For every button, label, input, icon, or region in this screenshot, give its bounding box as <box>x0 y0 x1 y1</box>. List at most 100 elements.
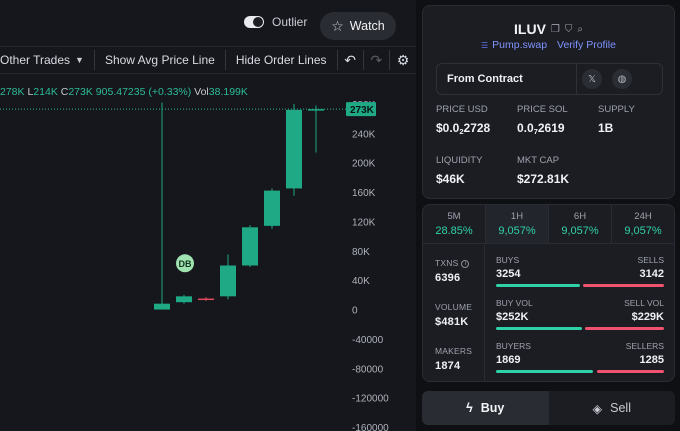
candle-body <box>286 109 302 189</box>
candle-body <box>154 303 170 310</box>
buy-sell-volume-row: BUY VOL SELL VOL $252K $229K <box>496 298 664 330</box>
contract-row: From Contract 𝕏 ◍ <box>436 63 663 95</box>
tab-5m[interactable]: 5M 28.85% <box>423 205 486 243</box>
sell-tab[interactable]: ◈ Sell <box>592 401 631 416</box>
buy-sell-ratio-bar <box>496 327 664 330</box>
toggle-switch-icon[interactable] <box>244 16 264 28</box>
ohlc-legend: 278K L214K C273K 905.47235 (+0.33%) Vol3… <box>0 86 248 98</box>
tab-1h[interactable]: 1H 9,057% <box>486 205 549 243</box>
stat-supply: SUPPLY 1B <box>598 104 635 135</box>
chart-topbar: Outlier ☆ Watch <box>0 4 416 44</box>
dex-link[interactable]: ☰ Pump.swap <box>481 39 547 51</box>
activity-totals: TXNS i 6396 VOLUME $481K MAKERS 1874 <box>423 245 485 381</box>
stat-label: MKT CAP <box>517 155 560 166</box>
y-axis-tick-label: 200K <box>352 159 376 170</box>
undo-button[interactable]: ↶ <box>338 50 364 70</box>
stat-value: $46K <box>436 172 465 186</box>
buy-sell-ratio-bar <box>496 284 664 287</box>
y-axis-tick-label: -120000 <box>352 394 389 405</box>
verify-profile-link[interactable]: Verify Profile <box>557 39 616 51</box>
price-chart[interactable]: 280K240K200K160K120K80K40K0-40000-80000-… <box>0 78 416 431</box>
token-symbol: ILUV <box>514 21 546 37</box>
current-price-label: 273K <box>350 105 375 116</box>
candle-body <box>308 109 324 111</box>
candle-body <box>198 298 214 301</box>
tab-6h[interactable]: 6H 9,057% <box>549 205 612 243</box>
ohlc-low: 214K <box>33 86 58 98</box>
chart-panel: Outlier ☆ Watch Other Trades ▼ Show Avg … <box>0 4 416 431</box>
hide-order-lines-label: Hide Order Lines <box>235 53 327 67</box>
token-info-card: ILUV ❐ ⛉ ⌕ ☰ Pump.swap Verify Profile Fr… <box>422 5 675 199</box>
watch-button[interactable]: ☆ Watch <box>320 12 396 40</box>
y-axis-tick-label: 240K <box>352 129 376 140</box>
stat-label: LIQUIDITY <box>436 155 483 166</box>
candle-body <box>264 190 280 226</box>
chevron-down-icon: ▼ <box>75 55 84 65</box>
ohlc-high: 278K <box>0 86 25 98</box>
activity-card: 5M 28.85% 1H 9,057% 6H 9,057% 24H 9,057%… <box>422 204 675 382</box>
outlier-label: Outlier <box>272 15 308 29</box>
chart-toolbar: Other Trades ▼ Show Avg Price Line Hide … <box>0 46 416 74</box>
gear-icon: ⚙ <box>396 51 410 68</box>
y-axis-tick-label: -40000 <box>352 335 384 346</box>
y-axis-tick-label: 80K <box>352 247 370 258</box>
copy-icon[interactable]: ❐ <box>550 23 560 35</box>
buy-tab[interactable]: ϟ Buy <box>422 391 549 425</box>
token-source: ☰ Pump.swap Verify Profile <box>423 39 674 51</box>
buys-sells-row: BUYS SELLS 3254 3142 <box>496 255 664 287</box>
shield-icon[interactable]: ⛉ <box>564 23 573 35</box>
timeframe-tabs: 5M 28.85% 1H 9,057% 6H 9,057% 24H 9,057% <box>423 205 674 244</box>
y-axis-tick-label: 160K <box>352 188 376 199</box>
from-contract-button[interactable]: From Contract <box>437 64 577 94</box>
makers-stat: MAKERS 1874 <box>435 346 473 372</box>
settings-button[interactable]: ⚙ <box>390 50 416 70</box>
stat-value: $272.81K <box>517 172 570 186</box>
y-axis-tick-label: -160000 <box>352 423 389 431</box>
redo-button[interactable]: ↷ <box>364 50 390 70</box>
show-avg-price-line-label: Show Avg Price Line <box>104 53 215 67</box>
candle-body <box>220 265 236 297</box>
website-button[interactable]: ◍ <box>607 64 637 94</box>
stat-label: PRICE SOL <box>517 104 568 115</box>
outlier-toggle[interactable]: Outlier <box>244 15 307 29</box>
db-marker-label: DB <box>179 259 192 269</box>
hide-order-lines-button[interactable]: Hide Order Lines <box>226 50 338 70</box>
ohlc-close: 273K <box>68 86 93 98</box>
show-avg-price-line-button[interactable]: Show Avg Price Line <box>95 50 226 70</box>
tab-24h[interactable]: 24H 9,057% <box>624 211 662 237</box>
y-axis-tick-label: 0 <box>352 306 358 317</box>
stat-value: 1B <box>598 121 614 135</box>
buyers-sellers-row: BUYERS SELLERS 1869 1285 <box>496 341 664 373</box>
stat-label: SUPPLY <box>598 104 635 115</box>
y-axis-tick-label: -80000 <box>352 364 384 375</box>
ohlc-l-label: L <box>27 86 34 98</box>
stat-price-sol: PRICE SOL 0.072619 <box>517 104 568 136</box>
token-title: ILUV ❐ ⛉ ⌕ <box>423 21 674 37</box>
tag-icon: ◈ <box>592 401 603 416</box>
x-social-button[interactable]: 𝕏 <box>577 64 607 94</box>
star-icon: ☆ <box>331 17 344 34</box>
trade-tabs: ϟ Buy ◈ Sell <box>422 391 675 425</box>
redo-icon: ↷ <box>370 51 383 68</box>
stat-price-usd: PRICE USD $0.022728 <box>436 104 490 136</box>
stat-label: PRICE USD <box>436 104 488 115</box>
search-icon[interactable]: ⌕ <box>577 23 583 35</box>
y-axis-tick-label: 120K <box>352 217 376 228</box>
ohlc-c-label: C <box>60 86 69 98</box>
globe-icon: ◍ <box>612 69 632 89</box>
buy-sell-ratio-bar <box>496 370 664 373</box>
stat-liquidity: LIQUIDITY $46K <box>436 155 482 186</box>
stat-value: $0.022728 <box>436 121 491 136</box>
y-axis-tick-label: 40K <box>352 276 370 287</box>
other-trades-label: Other Trades <box>0 53 71 67</box>
txns-stat: TXNS i 6396 <box>435 258 470 284</box>
other-trades-dropdown[interactable]: Other Trades ▼ <box>0 50 95 70</box>
dex-icon: ☰ <box>481 40 489 50</box>
info-icon[interactable]: i <box>461 259 470 268</box>
watch-label: Watch <box>349 19 385 33</box>
db-marker <box>176 254 194 273</box>
stat-value: 0.072619 <box>517 121 565 136</box>
volume-stat: VOLUME $481K <box>435 302 473 328</box>
undo-icon: ↶ <box>344 51 356 68</box>
ohlc-volume: 38.199K <box>208 86 248 98</box>
